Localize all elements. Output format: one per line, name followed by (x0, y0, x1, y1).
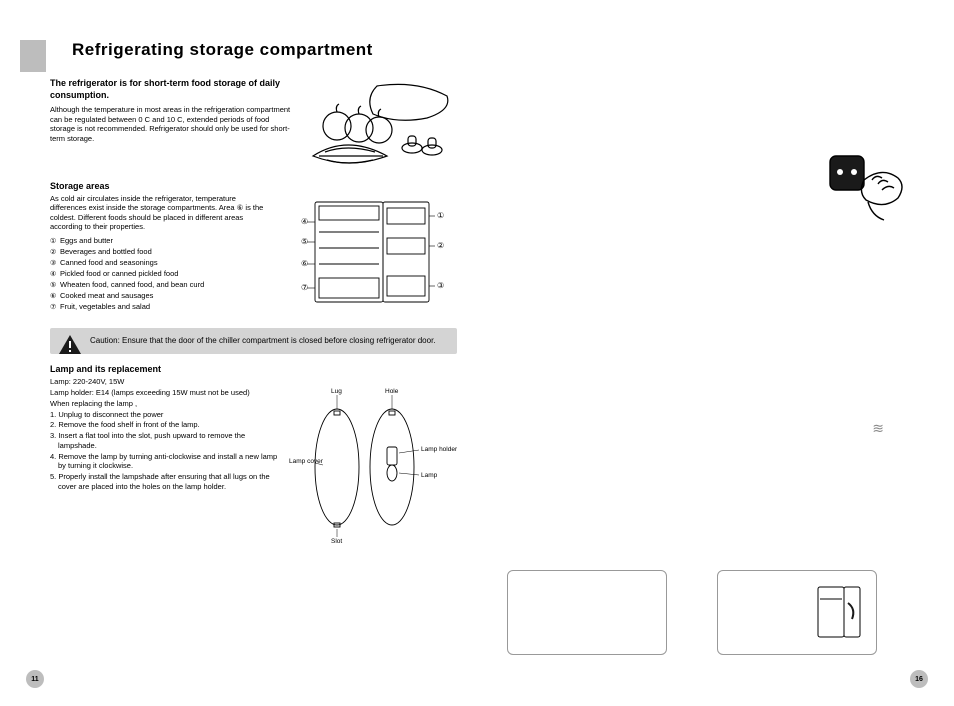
list-item: ③Canned food and seasonings (50, 258, 273, 269)
page-number-left: 11 (26, 670, 44, 688)
lamp-text: Lamp: 220-240V, 15W Lamp holder: E14 (la… (50, 377, 281, 492)
page-right: ≋ 16 (477, 0, 954, 706)
lamp-when: When replacing the lamp , (50, 399, 281, 409)
storage-list: ①Eggs and butter ②Beverages and bottled … (50, 236, 273, 314)
svg-text:③: ③ (437, 281, 444, 290)
steam-icon: ≋ (872, 420, 884, 437)
caution-text: Caution: Ensure that the door of the chi… (90, 336, 436, 345)
storage-heading: Storage areas (50, 181, 457, 191)
page-title: Refrigerating storage compartment (72, 40, 457, 60)
mini-fridge-illustration (814, 583, 864, 643)
lamp-diagram: Lug Hole Lamp holder Lamp Lamp cover Slo… (287, 377, 457, 547)
lamp-block: Lamp: 220-240V, 15W Lamp holder: E14 (la… (50, 377, 457, 547)
fridge-diagram: ④ ⑤ ⑥ ⑦ ① ② ③ (287, 194, 457, 314)
list-item: 5. Properly install the lampshade after … (50, 472, 281, 492)
list-item: ⑥Cooked meat and sausages (50, 291, 273, 302)
warning-icon (58, 334, 82, 356)
instruction-box (507, 570, 667, 655)
lamp-spec: Lamp holder: E14 (lamps exceeding 15W mu… (50, 388, 281, 398)
intro-text: The refrigerator is for short-term food … (50, 78, 293, 173)
intro-paragraph: Although the temperature in most areas i… (50, 105, 293, 143)
svg-text:④: ④ (301, 217, 308, 226)
page-number-right: 16 (910, 670, 928, 688)
list-item: 2. Remove the food shelf in front of the… (50, 420, 281, 430)
storage-text: As cold air circulates inside the refrig… (50, 194, 273, 313)
svg-text:②: ② (437, 241, 444, 250)
page-left: Refrigerating storage compartment The re… (0, 0, 477, 706)
svg-text:⑤: ⑤ (301, 237, 308, 246)
intro-block: The refrigerator is for short-term food … (50, 78, 457, 173)
list-item: ④Pickled food or canned pickled food (50, 269, 273, 280)
lamp-steps: 1. Unplug to disconnect the power 2. Rem… (50, 410, 281, 492)
list-item: ②Beverages and bottled food (50, 247, 273, 258)
svg-text:Hole: Hole (385, 388, 399, 395)
food-illustration (307, 78, 457, 173)
lamp-heading: Lamp and its replacement (50, 364, 457, 374)
list-item: ⑤Wheaten food, canned food, and bean cur… (50, 280, 273, 291)
svg-text:⑥: ⑥ (301, 259, 308, 268)
list-item: ①Eggs and butter (50, 236, 273, 247)
list-item: 1. Unplug to disconnect the power (50, 410, 281, 420)
intro-lead: The refrigerator is for short-term food … (50, 78, 293, 101)
svg-text:Lamp: Lamp (421, 472, 438, 479)
svg-text:Lamp holder: Lamp holder (421, 446, 457, 453)
list-item: 3. Insert a flat tool into the slot, pus… (50, 431, 281, 451)
lamp-spec: Lamp: 220-240V, 15W (50, 377, 281, 387)
svg-text:Slot: Slot (331, 538, 342, 545)
hand-socket-illustration (824, 150, 914, 230)
svg-text:⑦: ⑦ (301, 283, 308, 292)
list-item: ⑦Fruit, vegetables and salad (50, 302, 273, 313)
storage-block: As cold air circulates inside the refrig… (50, 194, 457, 314)
svg-text:①: ① (437, 211, 444, 220)
instruction-box (717, 570, 877, 655)
storage-paragraph: As cold air circulates inside the refrig… (50, 194, 273, 232)
side-tab (20, 40, 46, 72)
list-item: 4. Remove the lamp by turning anti-clock… (50, 452, 281, 472)
svg-text:Lug: Lug (331, 388, 342, 395)
caution-box: Caution: Ensure that the door of the chi… (50, 328, 457, 354)
